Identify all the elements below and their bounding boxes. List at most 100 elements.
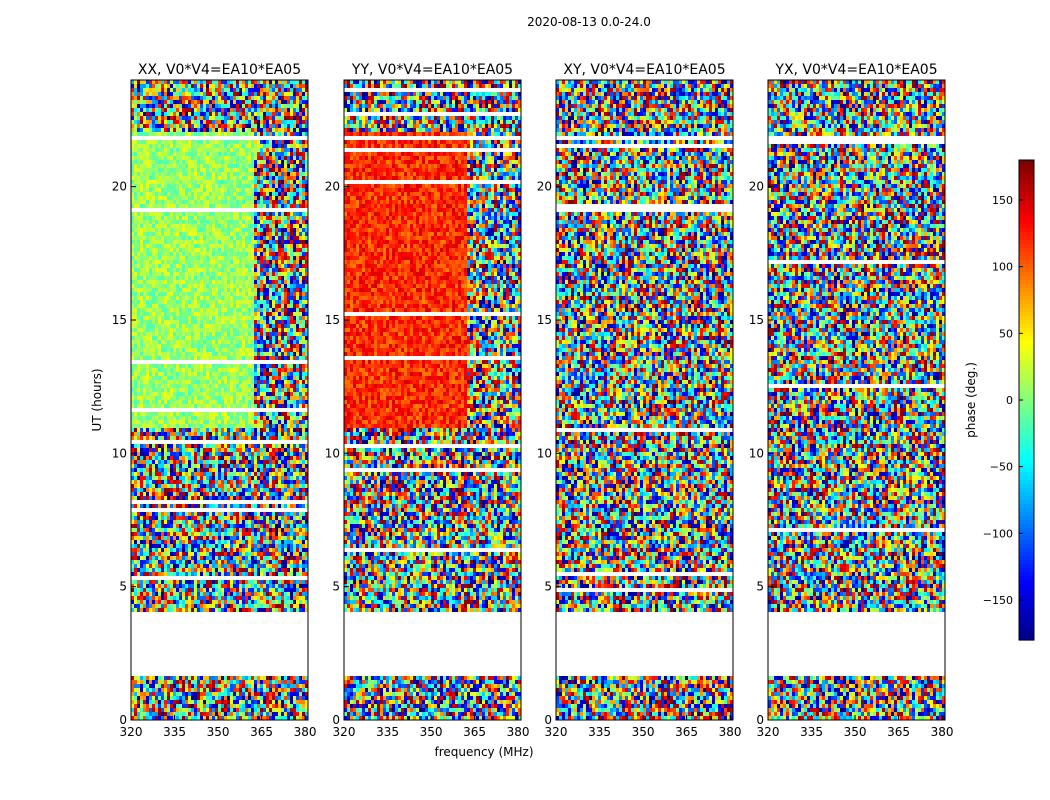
panel-yx: YX, V0*V4=EA10*EA05 320 335 350 365 380 0 5 10 15… <box>749 62 954 739</box>
x-tick-label: 335 <box>376 725 399 739</box>
y-tick-label: 0 <box>756 713 764 727</box>
colorbar-segment <box>1019 212 1034 217</box>
colorbar-segment <box>1019 460 1034 465</box>
y-tick-label: 20 <box>112 180 127 194</box>
colorbar-segment <box>1019 184 1034 189</box>
colorbar-segment <box>1019 272 1034 277</box>
colorbar-segment <box>1019 500 1034 505</box>
colorbar-segment <box>1019 420 1034 425</box>
colorbar-segment <box>1019 572 1034 577</box>
colorbar-tick-label: −50 <box>990 461 1013 474</box>
colorbar-segment <box>1019 352 1034 357</box>
colorbar-segment <box>1019 452 1034 457</box>
colorbar-segment <box>1019 188 1034 193</box>
colorbar-segment <box>1019 528 1034 533</box>
y-tick-label: 10 <box>537 446 552 460</box>
colorbar: −150 −100 −50 0 50 100 150 <box>983 159 1035 641</box>
panel-title: XX, V0*V4=EA10*EA05 <box>138 62 301 78</box>
y-tick-label: 15 <box>749 313 764 327</box>
panel-frame <box>767 79 946 721</box>
colorbar-segment <box>1019 224 1034 229</box>
colorbar-segment <box>1019 328 1034 333</box>
y-tick-label: 5 <box>756 580 764 594</box>
x-tick-label: 380 <box>931 725 954 739</box>
x-axis-label: frequency (MHz) <box>434 745 533 759</box>
colorbar-segment <box>1019 548 1034 553</box>
y-tick-label: 5 <box>544 580 552 594</box>
colorbar-segment <box>1019 624 1034 629</box>
colorbar-segment <box>1019 448 1034 453</box>
colorbar-segment <box>1019 492 1034 497</box>
colorbar-segment <box>1019 200 1034 205</box>
colorbar-segment <box>1019 256 1034 261</box>
colorbar-segment <box>1019 628 1034 633</box>
x-tick-label: 380 <box>507 725 530 739</box>
colorbar-segment <box>1019 316 1034 321</box>
colorbar-segment <box>1019 268 1034 273</box>
y-tick-label: 15 <box>112 313 127 327</box>
colorbar-segment <box>1019 244 1034 249</box>
colorbar-segment <box>1019 556 1034 561</box>
x-tick-label: 335 <box>800 725 823 739</box>
colorbar-segment <box>1019 412 1034 417</box>
colorbar-segment <box>1019 560 1034 565</box>
colorbar-label: phase (deg.) <box>964 362 978 438</box>
colorbar-segment <box>1019 512 1034 517</box>
x-tick-label: 335 <box>588 725 611 739</box>
x-tick-label: 320 <box>120 725 143 739</box>
heatmap-yx <box>768 80 945 720</box>
colorbar-segment <box>1019 516 1034 521</box>
panel-xx: XX, V0*V4=EA10*EA05 320 335 350 365 380 0 5 10 15… <box>112 62 317 739</box>
colorbar-segment <box>1019 312 1034 317</box>
panel-frame <box>343 79 522 721</box>
colorbar-segment <box>1019 392 1034 397</box>
panel-title: YY, V0*V4=EA10*EA05 <box>351 62 513 78</box>
colorbar-segment <box>1019 324 1034 329</box>
x-tick-label: 350 <box>207 725 230 739</box>
colorbar-segment <box>1019 308 1034 313</box>
colorbar-segment <box>1019 408 1034 413</box>
colorbar-segment <box>1019 252 1034 257</box>
colorbar-segment <box>1019 368 1034 373</box>
colorbar-segment <box>1019 484 1034 489</box>
colorbar-segment <box>1019 228 1034 233</box>
colorbar-tick-label: 50 <box>999 327 1013 340</box>
colorbar-segment <box>1019 432 1034 437</box>
colorbar-segment <box>1019 192 1034 197</box>
colorbar-segment <box>1019 636 1034 641</box>
colorbar-segment <box>1019 632 1034 637</box>
colorbar-segment <box>1019 616 1034 621</box>
panel-frame <box>130 79 309 721</box>
colorbar-segment <box>1019 288 1034 293</box>
y-tick-label: 10 <box>749 446 764 460</box>
colorbar-segment <box>1019 588 1034 593</box>
colorbar-segment <box>1019 580 1034 585</box>
y-tick-label: 0 <box>119 713 127 727</box>
colorbar-segment <box>1019 472 1034 477</box>
colorbar-segment <box>1019 436 1034 441</box>
panel-yy: YY, V0*V4=EA10*EA05 320 335 350 365 380 0 5 10 15… <box>325 62 530 739</box>
colorbar-segment <box>1019 336 1034 341</box>
colorbar-segment <box>1019 340 1034 345</box>
colorbar-segment <box>1019 524 1034 529</box>
colorbar-segment <box>1019 204 1034 209</box>
colorbar-segment <box>1019 168 1034 173</box>
x-tick-label: 350 <box>844 725 867 739</box>
colorbar-segment <box>1019 356 1034 361</box>
colorbar-segment <box>1019 612 1034 617</box>
colorbar-segment <box>1019 384 1034 389</box>
colorbar-segment <box>1019 480 1034 485</box>
panel-frame <box>555 79 734 721</box>
y-tick-label: 5 <box>332 580 340 594</box>
colorbar-segment <box>1019 596 1034 601</box>
colorbar-segment <box>1019 416 1034 421</box>
colorbar-segment <box>1019 360 1034 365</box>
colorbar-segment <box>1019 444 1034 449</box>
panel-xy: XY, V0*V4=EA10*EA05 320 335 350 365 380 0 5 10 15… <box>537 62 742 739</box>
x-tick-label: 320 <box>545 725 568 739</box>
y-tick-label: 5 <box>119 580 127 594</box>
colorbar-segment <box>1019 300 1034 305</box>
colorbar-segment <box>1019 380 1034 385</box>
colorbar-segment <box>1019 404 1034 409</box>
